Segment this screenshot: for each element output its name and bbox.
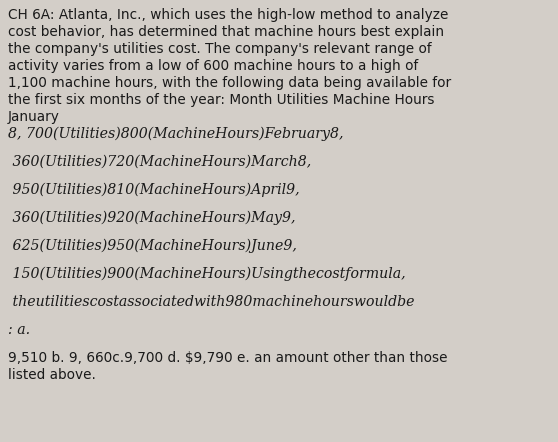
Text: 8, 700(Utilities)800(MachineHours)February8,: 8, 700(Utilities)800(MachineHours)Februa… bbox=[8, 127, 344, 141]
Text: theutilitiescostassociatedwith980machinehourswouldbe: theutilitiescostassociatedwith980machine… bbox=[8, 295, 415, 309]
Text: 360(Utilities)720(MachineHours)March8,: 360(Utilities)720(MachineHours)March8, bbox=[8, 155, 311, 169]
Text: January: January bbox=[8, 110, 60, 124]
Text: CH 6A: Atlanta, Inc., which uses the high-low method to analyze: CH 6A: Atlanta, Inc., which uses the hig… bbox=[8, 8, 449, 22]
Text: the company's utilities cost. The company's relevant range of: the company's utilities cost. The compan… bbox=[8, 42, 432, 56]
Text: 9,510 b. 9, 660c.9,700 d. $9,790 e. an amount other than those: 9,510 b. 9, 660c.9,700 d. $9,790 e. an a… bbox=[8, 351, 448, 365]
Text: 950(Utilities)810(MachineHours)April9,: 950(Utilities)810(MachineHours)April9, bbox=[8, 183, 300, 198]
Text: activity varies from a low of 600 machine hours to a high of: activity varies from a low of 600 machin… bbox=[8, 59, 418, 73]
Text: the first six months of the year: Month Utilities Machine Hours: the first six months of the year: Month … bbox=[8, 93, 435, 107]
Text: 625(Utilities)950(MachineHours)June9,: 625(Utilities)950(MachineHours)June9, bbox=[8, 239, 297, 253]
Text: : a.: : a. bbox=[8, 323, 30, 337]
Text: 360(Utilities)920(MachineHours)May9,: 360(Utilities)920(MachineHours)May9, bbox=[8, 211, 296, 225]
Text: 150(Utilities)900(MachineHours)Usingthecostformula,: 150(Utilities)900(MachineHours)Usingthec… bbox=[8, 267, 406, 282]
Text: cost behavior, has determined that machine hours best explain: cost behavior, has determined that machi… bbox=[8, 25, 444, 39]
Text: listed above.: listed above. bbox=[8, 368, 96, 382]
Text: 1,100 machine hours, with the following data being available for: 1,100 machine hours, with the following … bbox=[8, 76, 451, 90]
